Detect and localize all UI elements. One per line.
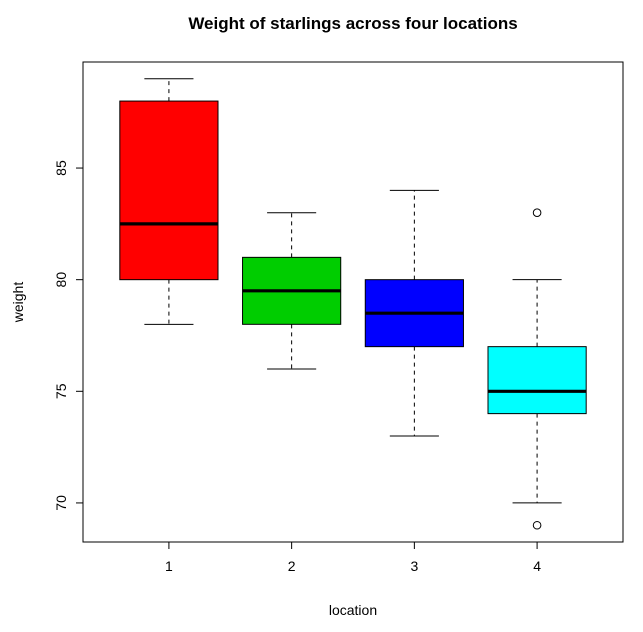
box-group-2 bbox=[242, 212, 342, 370]
x-tick-label: 2 bbox=[288, 558, 296, 574]
y-axis-label: weight bbox=[10, 282, 26, 324]
y-tick-label: 75 bbox=[53, 383, 69, 399]
y-tick-label: 70 bbox=[53, 495, 69, 511]
boxes-layer bbox=[119, 78, 587, 530]
x-tick-label: 4 bbox=[533, 558, 541, 574]
x-tick-label: 3 bbox=[410, 558, 418, 574]
y-axis: 70 75 80 85 bbox=[53, 160, 84, 511]
chart-title: Weight of starlings across four location… bbox=[188, 14, 517, 33]
outlier-point bbox=[532, 208, 542, 217]
box-iqr bbox=[119, 100, 219, 281]
box-group-3 bbox=[364, 189, 464, 437]
x-tick-label: 1 bbox=[165, 558, 173, 574]
y-tick-label: 85 bbox=[53, 160, 69, 176]
y-tick-label: 80 bbox=[53, 272, 69, 288]
x-axis: 1 2 3 4 bbox=[165, 541, 541, 574]
box-group-1 bbox=[119, 78, 219, 325]
box-iqr bbox=[487, 346, 587, 415]
x-axis-label: location bbox=[329, 602, 377, 618]
outlier-point bbox=[532, 520, 542, 530]
box-group-4 bbox=[487, 208, 587, 530]
